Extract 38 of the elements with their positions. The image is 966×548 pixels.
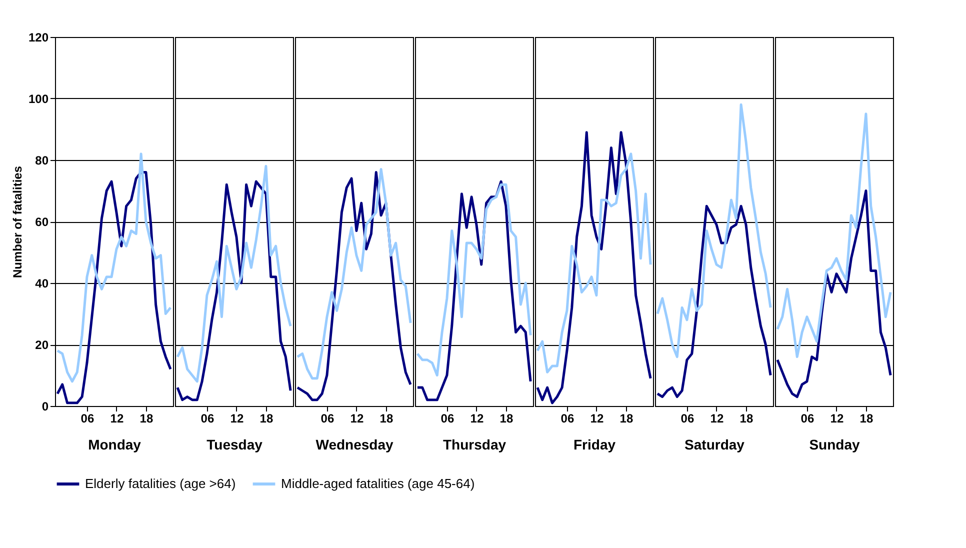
x-axis-title: Wednesday	[316, 436, 394, 452]
x-tick-label: 18	[260, 412, 274, 426]
x-axis-title: Saturday	[684, 436, 745, 452]
y-tick-label: 0	[42, 400, 49, 414]
x-tick-label: 18	[860, 412, 874, 426]
x-tick-label: 06	[800, 412, 814, 426]
x-tick-label: 06	[560, 412, 574, 426]
y-tick-label: 120	[28, 30, 49, 44]
x-tick-label: 12	[110, 412, 124, 426]
x-tick-label: 18	[380, 412, 394, 426]
y-tick-label: 80	[35, 154, 49, 168]
y-tick-label: 40	[35, 276, 49, 290]
x-axis-title: Friday	[573, 436, 616, 452]
y-tick-label: 60	[35, 215, 49, 229]
x-axis-title: Monday	[88, 436, 142, 452]
x-tick-label: 12	[710, 412, 724, 426]
x-tick-label: 18	[500, 412, 514, 426]
x-axis-title: Thursday	[442, 436, 506, 452]
x-tick-label: 06	[680, 412, 694, 426]
x-tick-label: 12	[830, 412, 844, 426]
x-tick-label: 12	[230, 412, 244, 426]
x-tick-label: 06	[80, 412, 94, 426]
x-tick-label: 06	[440, 412, 454, 426]
legend-label: Middle-aged fatalities (age 45-64)	[281, 476, 475, 491]
x-tick-label: 06	[200, 412, 214, 426]
x-tick-label: 12	[470, 412, 484, 426]
x-axis-title: Sunday	[809, 436, 860, 452]
y-tick-label: 100	[28, 92, 49, 106]
x-tick-label: 06	[320, 412, 334, 426]
legend-label: Elderly fatalities (age >64)	[85, 476, 236, 491]
x-tick-label: 18	[620, 412, 634, 426]
x-tick-label: 18	[740, 412, 754, 426]
x-axis-title: Tuesday	[206, 436, 263, 452]
x-tick-label: 12	[590, 412, 604, 426]
y-axis-title: Number of fatalities	[10, 166, 24, 278]
x-tick-label: 12	[350, 412, 364, 426]
y-tick-label: 20	[35, 338, 49, 352]
x-tick-label: 18	[140, 412, 154, 426]
